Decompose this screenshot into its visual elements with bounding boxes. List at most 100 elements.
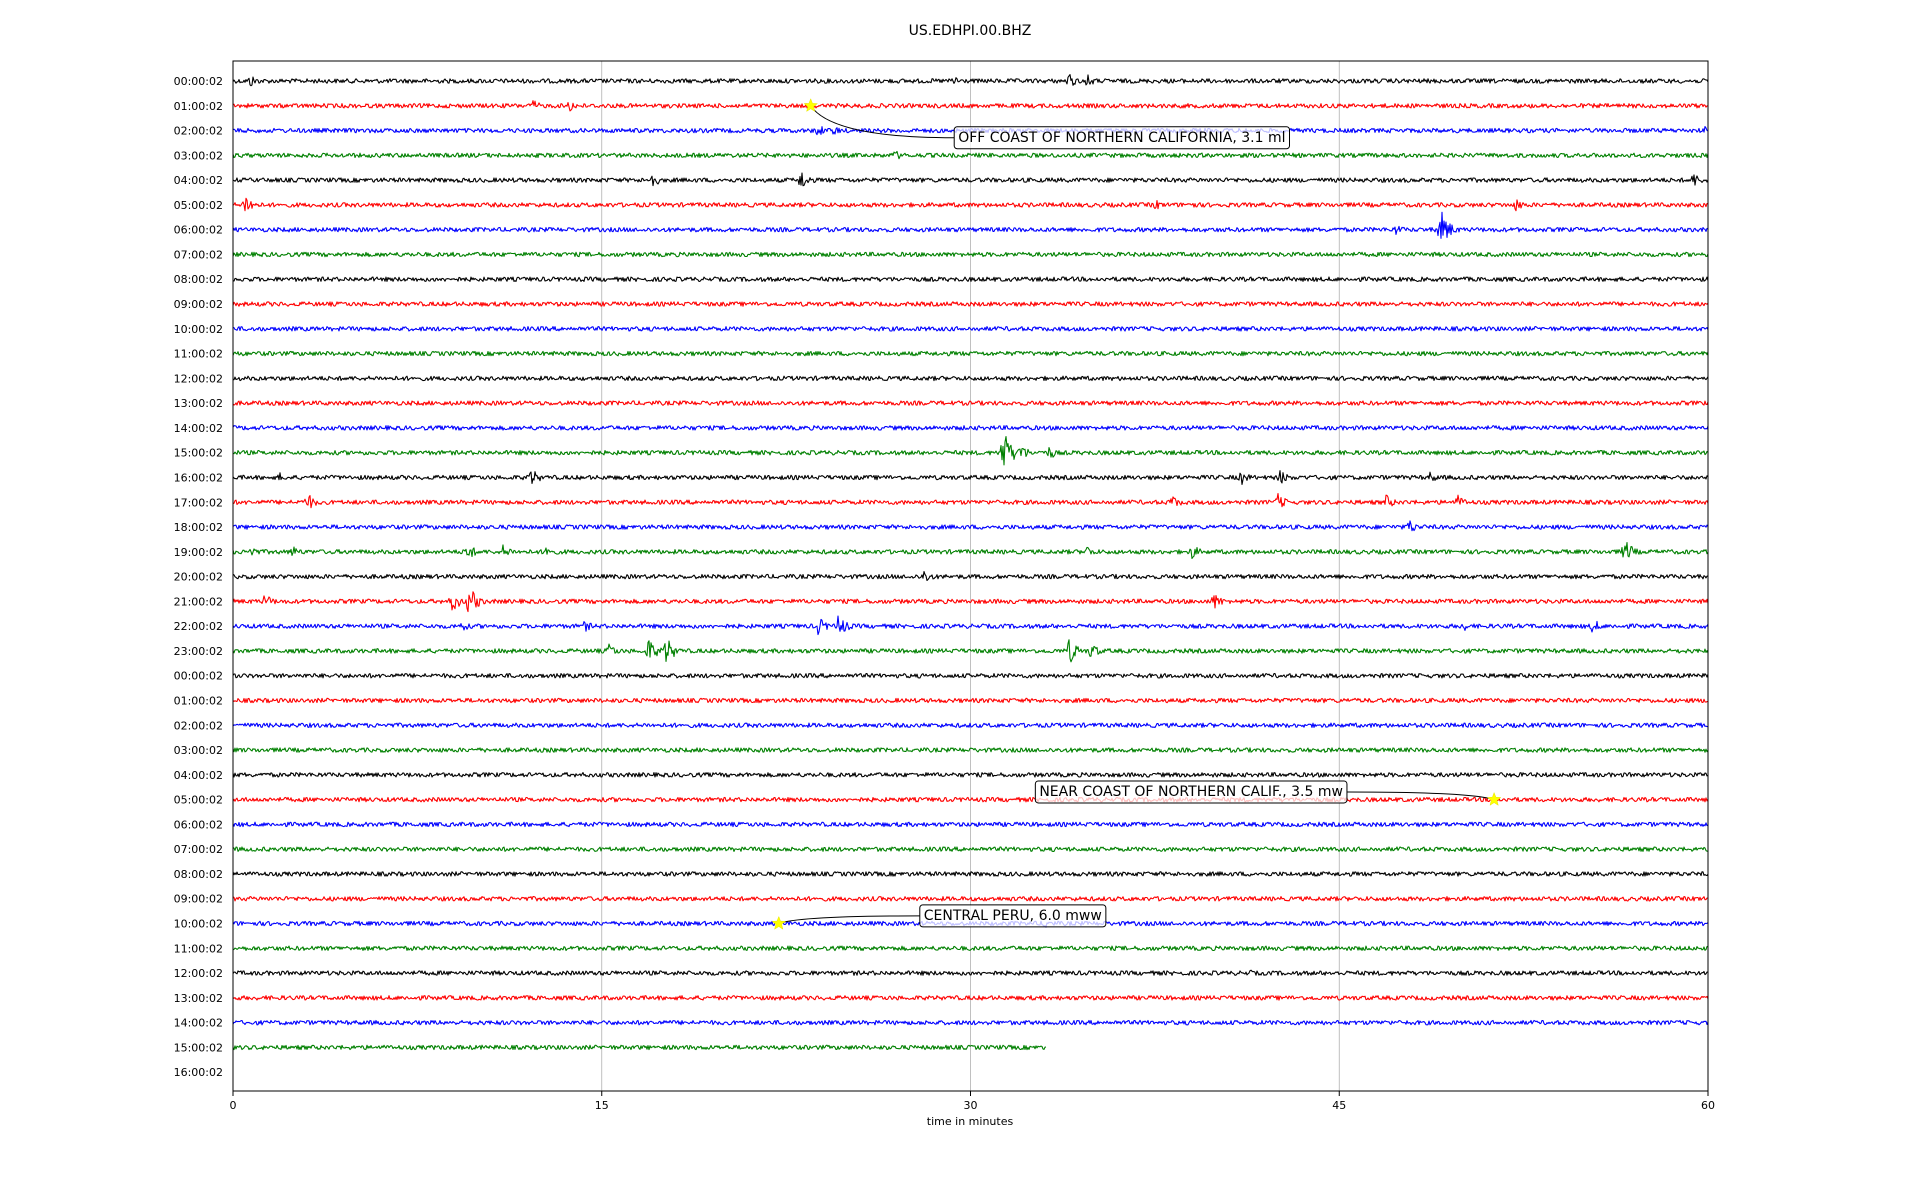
seismic-trace (232, 436, 1709, 466)
annotations: OFF COAST OF NORTHERN CALIFORNIA, 3.1 ml… (771, 98, 1502, 930)
event-star-icon (1486, 791, 1502, 806)
seismic-trace (232, 520, 1709, 532)
seismic-trace (232, 697, 1709, 704)
seismic-trace (232, 197, 1709, 212)
seismic-trace (232, 326, 1709, 332)
row-time-label: 11:00:02 (174, 348, 223, 361)
row-time-label: 04:00:02 (174, 174, 223, 187)
seismic-trace (232, 470, 1709, 486)
event-star-icon (803, 98, 819, 112)
seismic-trace (232, 492, 1709, 509)
seismic-trace (232, 571, 1709, 582)
x-tick-label: 45 (1332, 1099, 1346, 1112)
row-time-label: 09:00:02 (174, 298, 223, 311)
row-time-label: 06:00:02 (174, 818, 223, 831)
seismic-trace (232, 172, 1709, 187)
row-time-label: 15:00:02 (174, 447, 223, 460)
row-time-label: 13:00:02 (174, 397, 223, 410)
row-time-label: 21:00:02 (174, 595, 223, 608)
row-time-label: 18:00:02 (174, 521, 223, 534)
seismic-trace (232, 100, 1708, 112)
row-time-label: 12:00:02 (174, 372, 223, 385)
seismic-trace (232, 945, 1709, 952)
row-time-label: 08:00:02 (174, 273, 223, 286)
row-time-label: 07:00:02 (174, 248, 223, 261)
seismic-trace (232, 1019, 1709, 1026)
annotation-connector (1346, 791, 1495, 801)
chart-title: US.EDHPI.00.BHZ (909, 23, 1032, 39)
seismic-trace (232, 615, 1709, 636)
seismic-trace (232, 211, 1709, 239)
seismic-trace (232, 871, 1709, 877)
event-star-icon (771, 915, 787, 930)
seismic-trace (232, 639, 1709, 663)
seismic-trace (232, 542, 1709, 560)
seismic-trace (232, 400, 1709, 406)
row-time-label: 09:00:02 (174, 893, 223, 906)
row-time-label: 10:00:02 (174, 918, 223, 931)
row-time-label: 05:00:02 (174, 199, 223, 212)
seismic-trace (233, 375, 1709, 382)
annotation-box (919, 904, 1107, 928)
event-annotation: OFF COAST OF NORTHERN CALIFORNIA, 3.1 ml (803, 98, 1291, 150)
row-time-label: 14:00:02 (174, 422, 223, 435)
event-label: OFF COAST OF NORTHERN CALIFORNIA, 3.1 ml (958, 130, 1285, 146)
seismic-trace (233, 276, 1709, 282)
seismic-trace (232, 747, 1709, 753)
row-time-label: 20:00:02 (174, 571, 223, 584)
seismic-trace (232, 672, 1709, 679)
x-tick-label: 30 (964, 1099, 978, 1112)
seismic-trace (232, 821, 1709, 828)
row-time-label: 12:00:02 (174, 967, 223, 980)
row-time-label: 22:00:02 (174, 620, 223, 633)
row-labels: 00:00:02 01:00:02 02:00:02 03:00:02 04:00:02… (174, 75, 223, 1079)
row-time-label: 05:00:02 (174, 794, 223, 807)
row-time-label: 02:00:02 (174, 125, 223, 138)
seismic-trace (232, 1044, 1047, 1051)
seismic-trace (232, 969, 1709, 976)
seismic-trace (232, 301, 1709, 307)
annotation-box (953, 126, 1291, 150)
x-tick-label: 60 (1701, 1099, 1715, 1112)
row-time-label: 15:00:02 (174, 1041, 223, 1054)
trace-layer (232, 74, 1709, 1051)
row-time-label: 19:00:02 (174, 546, 223, 559)
row-time-label: 03:00:02 (174, 149, 223, 162)
seismic-trace (232, 350, 1709, 357)
event-annotation: CENTRAL PERU, 6.0 mww (771, 904, 1107, 930)
row-time-label: 00:00:02 (174, 75, 223, 88)
annotation-connector (810, 105, 955, 139)
annotation-box (1034, 780, 1348, 804)
row-time-label: 07:00:02 (174, 843, 223, 856)
seismic-trace (232, 895, 1709, 902)
row-time-label: 16:00:02 (174, 471, 223, 484)
row-time-label: 01:00:02 (174, 695, 223, 708)
row-time-label: 13:00:02 (174, 992, 223, 1005)
row-time-label: 03:00:02 (174, 744, 223, 757)
x-tick-label: 15 (595, 1099, 609, 1112)
row-time-label: 23:00:02 (174, 645, 223, 658)
seismic-trace (232, 722, 1709, 729)
event-label: NEAR COAST OF NORTHERN CALIF., 3.5 mw (1039, 784, 1343, 800)
row-time-label: 14:00:02 (174, 1017, 223, 1030)
seismic-trace (232, 796, 1709, 803)
row-time-label: 00:00:02 (174, 670, 223, 683)
event-annotation: NEAR COAST OF NORTHERN CALIF., 3.5 mw (1034, 780, 1502, 806)
row-time-label: 16:00:02 (174, 1066, 223, 1079)
seismic-trace (232, 251, 1709, 258)
seismic-trace (232, 846, 1709, 852)
seismic-trace (232, 425, 1709, 431)
row-time-label: 06:00:02 (174, 224, 223, 237)
row-time-label: 17:00:02 (174, 496, 223, 509)
seismic-trace (232, 995, 1709, 1001)
seismic-trace (232, 74, 1709, 87)
seismic-trace (232, 150, 1709, 160)
x-tick-label: 0 (230, 1099, 237, 1112)
row-time-label: 01:00:02 (174, 100, 223, 113)
event-label: CENTRAL PERU, 6.0 mww (924, 908, 1102, 924)
x-axis-label: time in minutes (927, 1115, 1014, 1128)
seismic-trace (232, 591, 1709, 613)
row-time-label: 10:00:02 (174, 323, 223, 336)
